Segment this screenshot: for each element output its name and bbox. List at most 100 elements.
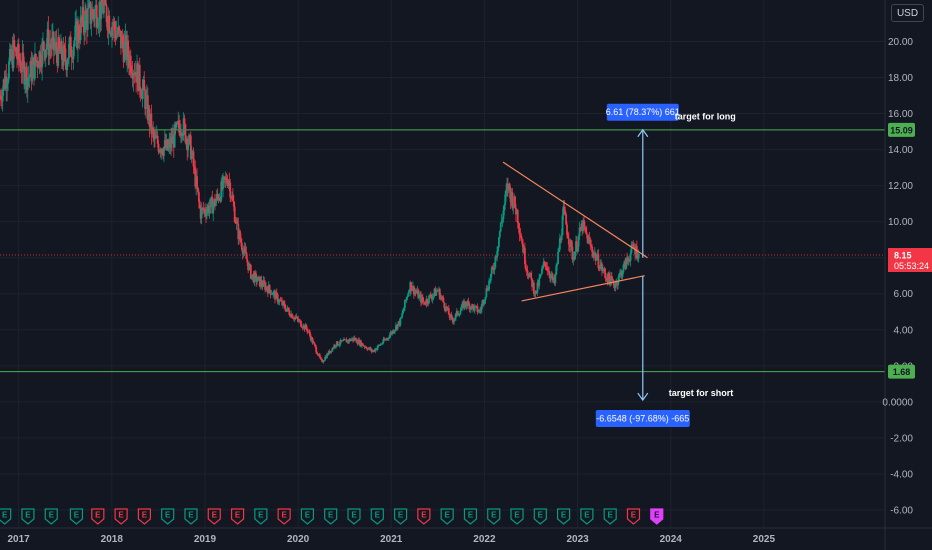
earnings-marker[interactable]: E bbox=[207, 508, 221, 525]
candle-body bbox=[500, 220, 503, 223]
price-tick-label: 12.00 bbox=[888, 181, 913, 192]
candle-body bbox=[69, 36, 72, 57]
candle-body bbox=[530, 272, 533, 279]
candle-body bbox=[187, 144, 190, 151]
current-price-badge bbox=[888, 247, 932, 272]
candle-body bbox=[250, 275, 253, 279]
candle-body bbox=[119, 30, 121, 31]
candle-body bbox=[215, 193, 218, 201]
candle-body bbox=[129, 55, 132, 73]
earnings-badge-shape bbox=[557, 508, 571, 525]
measure-box[interactable] bbox=[606, 103, 679, 121]
candle-body bbox=[562, 206, 565, 216]
candle-body bbox=[228, 180, 231, 183]
candle-body bbox=[544, 262, 547, 267]
candle-body bbox=[496, 251, 499, 258]
earnings-badge-shape bbox=[393, 508, 408, 525]
earnings-marker[interactable]: E bbox=[463, 508, 478, 525]
earnings-marker[interactable]: E bbox=[510, 508, 524, 525]
earnings-marker[interactable]: E bbox=[69, 508, 83, 525]
candle-body bbox=[321, 360, 324, 363]
candle-body bbox=[269, 290, 272, 295]
earnings-marker[interactable]: E bbox=[324, 508, 338, 525]
earnings-marker[interactable]: E bbox=[114, 508, 128, 525]
candle-body bbox=[431, 296, 434, 300]
candle-body bbox=[18, 59, 21, 64]
earnings-marker[interactable]: E bbox=[0, 508, 12, 525]
earnings-marker[interactable]: E bbox=[580, 508, 594, 525]
earnings-marker[interactable]: E bbox=[300, 508, 315, 525]
earnings-marker[interactable]: E bbox=[650, 508, 664, 525]
candle-body bbox=[540, 273, 542, 276]
candle-body bbox=[103, 3, 105, 14]
candle-body bbox=[324, 356, 327, 361]
candle-body bbox=[51, 37, 53, 49]
candle-body bbox=[570, 240, 573, 247]
earnings-badge-letter: E bbox=[608, 511, 614, 520]
candle-body bbox=[438, 289, 441, 300]
earnings-marker[interactable]: E bbox=[347, 508, 361, 525]
candle-body bbox=[7, 78, 9, 84]
candle-body bbox=[62, 45, 65, 66]
earnings-marker[interactable]: E bbox=[417, 508, 431, 525]
earnings-marker[interactable]: E bbox=[487, 508, 501, 525]
candle-body bbox=[233, 206, 236, 223]
arrow-head bbox=[637, 128, 649, 138]
candle-body bbox=[601, 270, 604, 271]
trend-line[interactable] bbox=[502, 161, 648, 259]
earnings-marker[interactable]: E bbox=[137, 508, 151, 525]
earnings-marker[interactable]: E bbox=[277, 508, 291, 525]
candle-body bbox=[257, 276, 259, 281]
earnings-marker[interactable]: E bbox=[603, 508, 617, 525]
candle-body bbox=[285, 309, 288, 312]
candle-body bbox=[316, 352, 318, 355]
candle-body bbox=[518, 227, 521, 235]
earnings-marker[interactable]: E bbox=[91, 508, 105, 525]
earnings-badge-shape bbox=[277, 508, 291, 525]
earnings-badge-shape bbox=[347, 508, 361, 525]
earnings-badge-letter: E bbox=[444, 511, 450, 520]
candle-body bbox=[498, 231, 501, 238]
candle-body bbox=[571, 246, 574, 260]
price-axis[interactable]: 20.0018.0016.0014.0012.0010.008.006.004.… bbox=[882, 0, 932, 550]
candle-body bbox=[567, 238, 570, 245]
candle-body bbox=[113, 21, 116, 31]
candle-body bbox=[193, 166, 196, 168]
earnings-marker[interactable]: E bbox=[557, 508, 571, 525]
candle-body bbox=[279, 299, 282, 301]
candle-body bbox=[180, 133, 183, 136]
candle-body bbox=[246, 258, 249, 263]
candle-body bbox=[401, 313, 404, 317]
candle-body bbox=[222, 177, 224, 189]
earnings-marker[interactable]: E bbox=[21, 508, 35, 525]
candle-body bbox=[296, 316, 299, 319]
candle-body bbox=[414, 291, 417, 293]
candle-body bbox=[407, 292, 410, 296]
earnings-marker[interactable]: E bbox=[533, 508, 547, 525]
earnings-marker[interactable]: E bbox=[161, 508, 175, 525]
earnings-marker[interactable]: E bbox=[440, 508, 454, 525]
earnings-marker[interactable]: E bbox=[44, 508, 58, 525]
candle-body bbox=[461, 303, 464, 309]
trend-line[interactable] bbox=[521, 275, 645, 302]
earnings-marker[interactable]: E bbox=[230, 508, 245, 525]
candle-body bbox=[512, 205, 515, 209]
candle-body bbox=[39, 51, 42, 66]
currency-button[interactable]: USD bbox=[891, 4, 924, 22]
candle-body bbox=[132, 72, 135, 79]
time-tick-label: 2025 bbox=[753, 534, 776, 545]
earnings-marker[interactable]: E bbox=[184, 508, 198, 525]
earnings-marker[interactable]: E bbox=[626, 508, 641, 525]
candle-body bbox=[245, 252, 248, 259]
candle-body bbox=[369, 347, 371, 350]
candle-body bbox=[484, 296, 487, 301]
earnings-marker[interactable]: E bbox=[254, 508, 268, 525]
earnings-marker[interactable]: E bbox=[393, 508, 408, 525]
time-axis[interactable]: 2017 2018 2019 2020 2021 2022 2023 2024 2025 bbox=[0, 527, 932, 545]
measure-box[interactable] bbox=[595, 410, 690, 428]
earnings-marker[interactable]: E bbox=[370, 508, 384, 525]
